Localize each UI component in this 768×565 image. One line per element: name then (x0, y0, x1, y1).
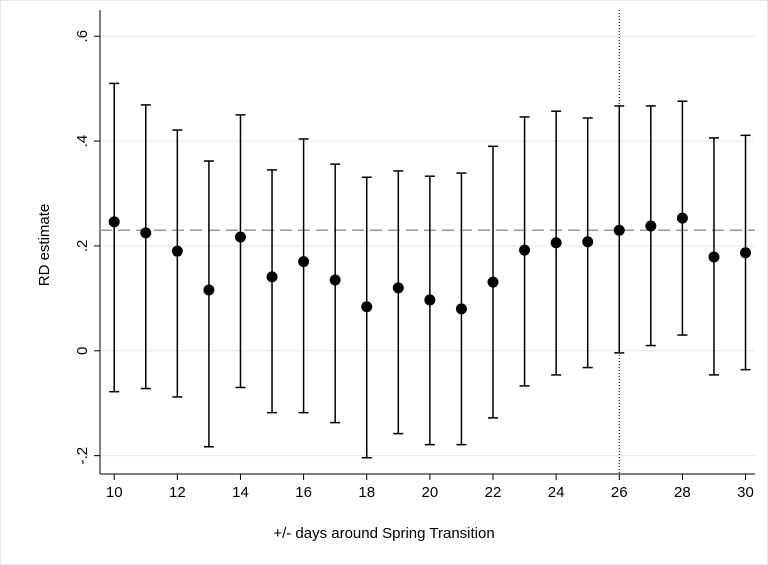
y-tick-label: -.2 (74, 447, 91, 465)
x-axis-label: +/- days around Spring Transition (273, 525, 494, 542)
point (519, 244, 531, 256)
point (361, 301, 373, 313)
point (424, 294, 436, 306)
y-tick-label: .6 (74, 30, 91, 43)
point (171, 245, 183, 257)
point (140, 227, 152, 239)
point (266, 271, 278, 283)
y-tick-label: .4 (74, 135, 91, 148)
x-tick-label: 12 (169, 484, 186, 501)
point (234, 231, 246, 243)
x-tick-label: 10 (106, 484, 123, 501)
point (455, 303, 467, 315)
y-axis-label: RD estimate (36, 204, 53, 287)
x-tick-label: 14 (232, 484, 249, 501)
point (582, 236, 594, 248)
point (487, 276, 499, 288)
x-tick-label: 22 (485, 484, 502, 501)
y-tick-label: .2 (74, 240, 91, 253)
point (740, 247, 752, 259)
point (613, 224, 625, 236)
point (645, 220, 657, 232)
point (676, 212, 688, 224)
x-tick-label: 26 (611, 484, 628, 501)
point (708, 251, 720, 263)
point (329, 274, 341, 286)
point (108, 216, 120, 228)
x-tick-label: 18 (358, 484, 375, 501)
point (203, 284, 215, 296)
point (298, 256, 310, 268)
x-tick-label: 24 (548, 484, 565, 501)
x-tick-label: 30 (737, 484, 754, 501)
x-tick-label: 28 (674, 484, 691, 501)
point (392, 282, 404, 294)
point (550, 237, 562, 249)
y-tick-label: 0 (74, 347, 91, 355)
x-tick-label: 16 (295, 484, 312, 501)
x-tick-label: 20 (422, 484, 439, 501)
